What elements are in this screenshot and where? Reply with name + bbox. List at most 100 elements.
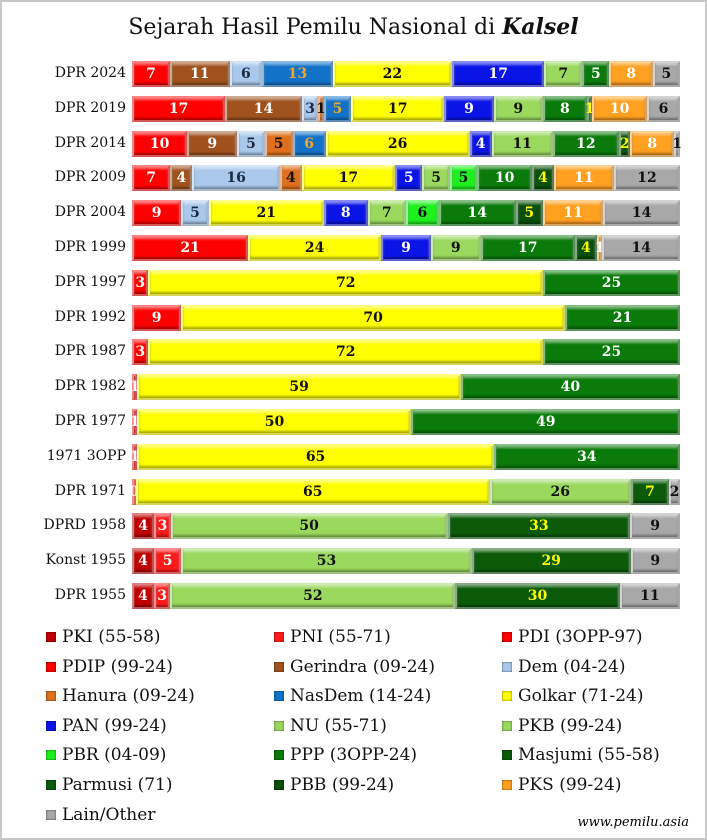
- bar-row: 0 65 26 7 2: [129, 478, 680, 505]
- bar-segment-pan: 8: [323, 200, 368, 227]
- legend-label: PAN (99-24): [62, 715, 167, 736]
- legend-item: PKI (55-58): [46, 627, 161, 647]
- bar-segment-ppp: 21: [564, 304, 680, 331]
- row-label: DPR 2004: [54, 204, 126, 221]
- bar-segment-pbb: 5: [515, 200, 543, 227]
- bar-segment-pdi: 3: [132, 269, 149, 296]
- bar-segment-pan: 4: [469, 130, 492, 157]
- legend-item: Golkar (71-24): [502, 686, 644, 706]
- bar-row: 7 4 16 4 17 5 5 5 10 4 11 12: [132, 165, 680, 192]
- bar-segment-other: 1: [672, 130, 682, 157]
- legend-item: Hanura (09-24): [46, 686, 195, 706]
- bar-segment-golkar: 70: [181, 304, 565, 331]
- legend-item: Dem (04-24): [502, 657, 626, 677]
- bar-segment-dem: 16: [192, 165, 280, 192]
- bar-row: 4 3 50 33 9: [132, 513, 680, 540]
- legend-label: Parmusi (71): [62, 775, 173, 795]
- legend-swatch: [274, 780, 284, 790]
- bar-segment-pdip: 7: [132, 165, 171, 192]
- legend-item: Lain/Other: [46, 805, 155, 825]
- bar-segment-golkar: 26: [325, 130, 470, 157]
- legend-label: Hanura (09-24): [62, 686, 195, 707]
- bar-segment-hanura: 4: [279, 165, 302, 192]
- bar-segment-ppp: 34: [493, 443, 680, 470]
- bar-segment-ppp: 10: [477, 165, 532, 192]
- bar-segment-pdi: 3: [132, 339, 149, 366]
- title-text: Sejarah Hasil Pemilu Nasional di: [128, 15, 496, 40]
- legend-label: Lain/Other: [62, 804, 156, 825]
- row-label: DPR 1955: [54, 587, 126, 603]
- legend-swatch: [274, 720, 284, 731]
- bar-segment-ppp: 25: [542, 339, 680, 366]
- bar-segment-pbr: 5: [449, 165, 478, 192]
- row-label: DPR 2024: [54, 65, 126, 81]
- bar-segment-masjumi: 30: [455, 583, 620, 609]
- legend-item: PPP (3OPP-24): [274, 745, 417, 765]
- bar-segment-golkar: 72: [148, 339, 543, 366]
- bar-segment-other: 12: [614, 165, 680, 192]
- bar-segment-pkb: 7: [367, 200, 406, 227]
- bar-segment-golkar: 50: [137, 409, 412, 435]
- bar-segment-pki: 4: [132, 513, 155, 540]
- bar-segment-pkb: 5: [422, 165, 450, 192]
- legend-item: PDIP (99-24): [46, 657, 173, 677]
- bar-segment-pdi: 9: [132, 304, 182, 331]
- row-label: DPRD 1958: [43, 517, 127, 534]
- bar-segment-pan: 5: [395, 165, 423, 192]
- bar-segment-pdip: 7: [132, 61, 170, 87]
- bar-segment-golkar: 72: [148, 269, 543, 296]
- bar-segment-pks: 10: [592, 95, 648, 122]
- bar-segment-ppp: 12: [552, 130, 620, 157]
- bar-segment-golkar: 17: [301, 165, 395, 192]
- legend-swatch: [46, 750, 56, 761]
- bar-row: 9 70 21: [132, 304, 680, 331]
- legend-label: Masjumi (55-58): [518, 745, 660, 766]
- bar-segment-other: 9: [630, 513, 680, 540]
- bar-segment-gerindra: 9: [187, 130, 238, 157]
- legend-swatch: [46, 661, 56, 672]
- legend-item: Parmusi (71): [46, 775, 172, 795]
- legend-item: PDI (3OPP-97): [502, 627, 643, 647]
- bar-segment-pbb: 4: [574, 235, 597, 261]
- legend-swatch: [46, 780, 56, 790]
- bar-segment-pdip: 9: [132, 200, 182, 227]
- bar-segment-pni: 3: [154, 513, 171, 540]
- bar-row: 21 24 9 9 17 4 1 14: [132, 235, 680, 261]
- bar-segment-other: 9: [630, 548, 680, 575]
- bar-segment-ppp: 25: [542, 269, 680, 296]
- bar-segment-other: 11: [619, 583, 680, 609]
- bar-segment-ppp: 17: [480, 235, 575, 261]
- bar-segment-pks: 8: [630, 130, 675, 157]
- legend-label: Gerindra (09-24): [290, 656, 435, 677]
- bar-segment-pkb: 11: [491, 130, 553, 157]
- row-label: DPR 2014: [54, 134, 126, 151]
- bar-segment-golkar: 24: [248, 235, 382, 261]
- bar-segment-other: 14: [602, 235, 680, 261]
- legend-item: NasDem (14-24): [274, 686, 431, 706]
- bar-segment-pdip: 10: [132, 130, 188, 157]
- bar-segment-golkar: 22: [332, 61, 453, 87]
- legend-swatch: [274, 750, 284, 761]
- bar-segment-pan: 17: [452, 61, 545, 87]
- legend-item: PKS (99-24): [502, 775, 621, 795]
- bar-segment-ppp: 5: [582, 61, 610, 87]
- legend-label: PNI (55-71): [290, 627, 391, 647]
- bar-segment-golkar: 17: [351, 95, 445, 122]
- bar-segment-nu: 26: [489, 478, 631, 505]
- bar-segment-dem: 5: [181, 200, 209, 227]
- bar-segment-pdi: 1: [130, 409, 140, 435]
- bar-segment-pan: 9: [381, 235, 431, 261]
- bar-segment-pkb: 9: [493, 95, 543, 122]
- legend-item: PBR (04-09): [46, 745, 166, 765]
- legend-swatch: [46, 809, 56, 820]
- bar-segment-pks: 1: [595, 235, 605, 261]
- legend-label: PKS (99-24): [518, 775, 622, 795]
- bar-segment-masjumi: 29: [471, 548, 631, 575]
- row-label: DPR 2009: [54, 169, 126, 186]
- row-label: Konst 1955: [45, 552, 126, 569]
- row-label: DPR 1992: [54, 308, 126, 325]
- legend-swatch: [502, 750, 512, 761]
- legend-label: Golkar (71-24): [518, 686, 644, 707]
- bar-segment-pks: 11: [553, 165, 615, 192]
- bar-segment-pni: 0: [129, 478, 139, 505]
